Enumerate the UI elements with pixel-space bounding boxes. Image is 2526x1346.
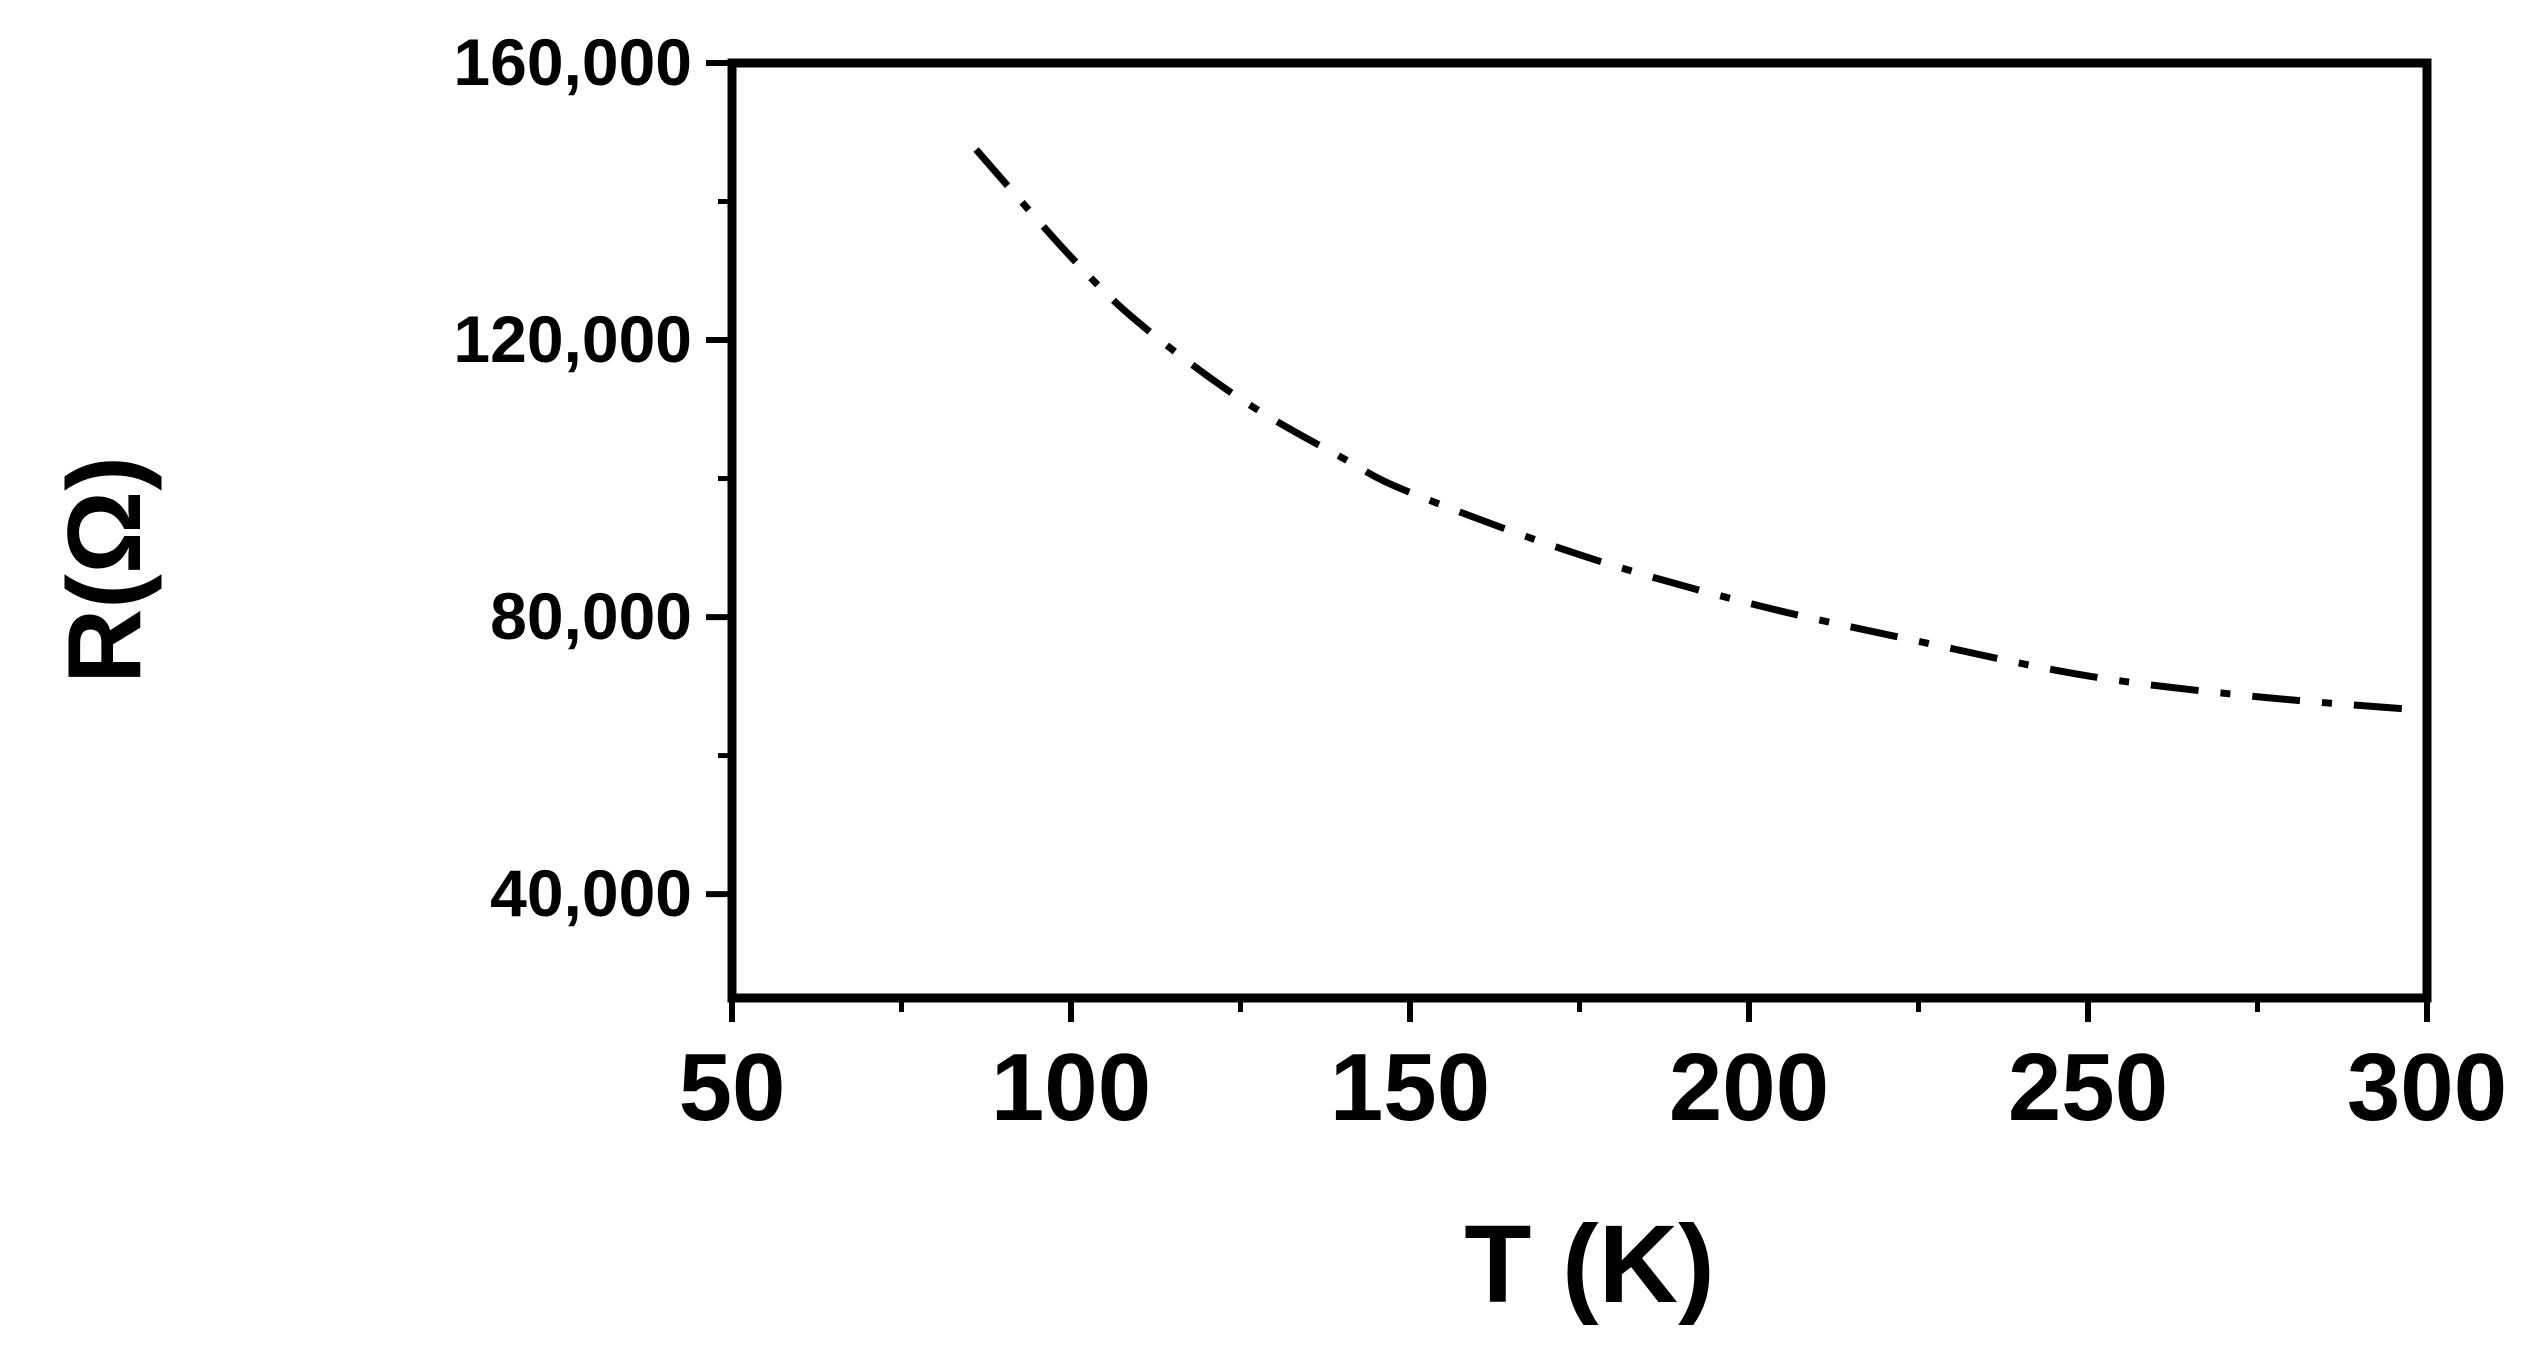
y-tick-label: 40,000 xyxy=(490,856,692,930)
x-tick-label: 100 xyxy=(991,1034,1151,1141)
x-tick-label: 250 xyxy=(2008,1034,2168,1141)
y-axis-label: R(Ω) xyxy=(47,456,163,684)
x-tick-label: 200 xyxy=(1669,1034,1829,1141)
x-axis-ticks: 50 100 150 200 250 300 xyxy=(679,998,2507,1141)
x-axis-label: T (K) xyxy=(1464,1203,1714,1326)
y-tick-label: 80,000 xyxy=(490,579,692,653)
x-tick-label: 300 xyxy=(2347,1034,2507,1141)
y-tick-label: 160,000 xyxy=(453,25,692,99)
x-tick-label: 50 xyxy=(679,1034,786,1141)
x-tick-label: 150 xyxy=(1330,1034,1490,1141)
series-line xyxy=(973,147,2428,715)
y-tick-label: 120,000 xyxy=(453,302,692,376)
y-axis-ticks: 40,000 80,000 120,000 160,000 xyxy=(453,25,732,930)
plot-frame xyxy=(727,58,2432,1003)
